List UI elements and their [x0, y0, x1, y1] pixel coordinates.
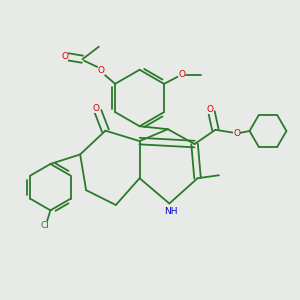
Text: O: O [98, 66, 105, 75]
Text: O: O [233, 129, 240, 138]
Text: O: O [206, 105, 214, 114]
Text: NH: NH [164, 207, 178, 216]
Text: O: O [178, 70, 185, 80]
Text: O: O [61, 52, 68, 61]
Text: O: O [93, 104, 100, 113]
Text: Cl: Cl [40, 221, 50, 230]
